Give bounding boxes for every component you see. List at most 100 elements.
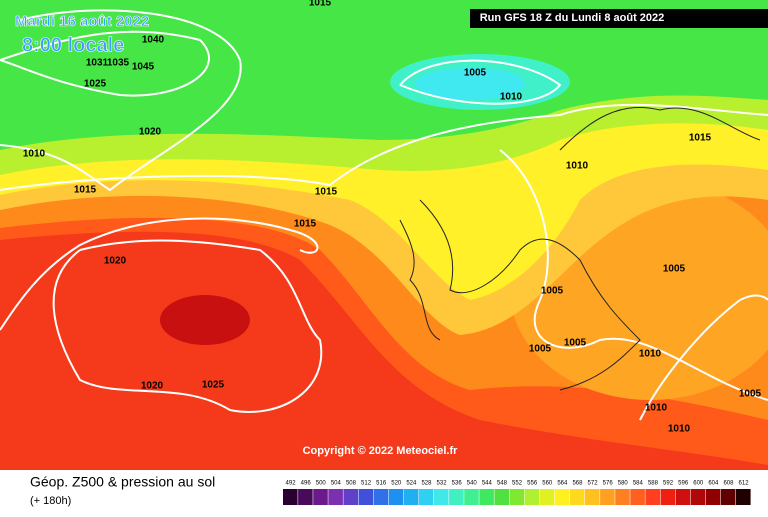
legend-swatch: [524, 489, 540, 505]
isobar-label: 1005: [739, 389, 762, 400]
legend-label: 604: [708, 481, 719, 487]
isobar-label: 1005: [464, 68, 487, 79]
isobar-label: 1010: [566, 161, 589, 172]
legend-label: 516: [376, 481, 387, 487]
field-cyan-core: [415, 68, 525, 100]
date: Mardi 16 août 2022: [15, 13, 149, 30]
isobar-label: 1010: [645, 403, 668, 414]
legend-swatch: [464, 489, 479, 505]
run-info: Run GFS 18 Z du Lundi 8 août 2022: [480, 12, 665, 24]
isobar: [0, 217, 319, 331]
isobar-label: 1010: [668, 424, 691, 435]
isobar: [399, 59, 562, 105]
legend-label: 588: [648, 481, 659, 487]
isobar-label: 1005: [529, 344, 552, 355]
legend-label: 532: [437, 481, 448, 487]
isobar-label: 1015: [74, 185, 97, 196]
isobar-label: 1010: [23, 149, 46, 160]
isobar-label: 1020: [139, 127, 162, 138]
legend-label: 544: [482, 481, 493, 487]
legend: 492 496 500 504 508 512 516 520 524 528 532 536 540 5…: [283, 481, 751, 505]
isobar-label: 1025: [84, 79, 107, 90]
legend-label: 492: [286, 481, 297, 487]
isobar: [52, 239, 323, 413]
local-time: 8:00 locale: [22, 34, 124, 56]
legend-swatch: [615, 489, 630, 505]
footer-lead: (+ 180h): [30, 495, 71, 507]
isobar-label: 1040: [142, 35, 165, 46]
isobar-label: 1005: [541, 286, 564, 297]
legend-label: 568: [572, 481, 583, 487]
legend-swatch: [585, 489, 600, 505]
legend-label: 552: [512, 481, 523, 487]
isobar: [0, 103, 768, 191]
legend-swatch: [313, 489, 328, 505]
legend-swatch: [539, 489, 555, 505]
legend-swatch: [298, 489, 313, 505]
footer-title: Géop. Z500 & pression au sol: [30, 474, 215, 490]
legend-label: 600: [693, 481, 704, 487]
legend-swatch: [403, 489, 419, 505]
legend-label: 496: [301, 481, 312, 487]
isobar-label: 1005: [663, 264, 686, 275]
legend-swatch: [479, 489, 494, 505]
legend-label: 576: [603, 481, 614, 487]
legend-swatch: [509, 489, 525, 505]
isobar-label: 1035: [107, 58, 130, 69]
legend-swatch: [645, 489, 660, 505]
legend-label: 584: [633, 481, 644, 487]
legend-swatch: [554, 489, 570, 505]
legend-swatch: [328, 489, 343, 505]
isobar-label: 1010: [500, 92, 523, 103]
legend-swatch: [630, 489, 645, 505]
isobar-label: 1015: [294, 219, 317, 230]
legend-swatch: [494, 489, 509, 505]
legend-swatch: [675, 489, 691, 505]
isobar: [0, 9, 242, 192]
isobars: [0, 9, 768, 421]
legend-label: 608: [723, 481, 734, 487]
isobar: [499, 149, 768, 401]
legend-label: 540: [467, 481, 478, 487]
legend-swatch: [373, 489, 389, 505]
isobar-label: 1015: [309, 0, 332, 9]
run-box: [470, 9, 768, 28]
legend-label: 536: [452, 481, 463, 487]
legend-label: 504: [331, 481, 342, 487]
legend-swatch: [283, 489, 298, 505]
isobar-label: 1015: [315, 187, 338, 198]
legend-label: 508: [346, 481, 357, 487]
legend-label: 520: [391, 481, 402, 487]
legend-label: 512: [361, 481, 372, 487]
legend-swatch: [569, 489, 585, 505]
legend-swatch: [720, 489, 736, 505]
legend-swatch: [600, 489, 615, 505]
legend-swatch: [388, 489, 404, 505]
legend-swatch: [660, 489, 676, 505]
legend-swatch: [343, 489, 358, 505]
legend-label: 572: [588, 481, 599, 487]
isobar-label: 1031: [86, 58, 109, 69]
legend-swatch: [434, 489, 449, 505]
legend-label: 560: [542, 481, 553, 487]
legend-label: 580: [618, 481, 629, 487]
legend-swatch: [418, 489, 434, 505]
legend-label: 528: [421, 481, 432, 487]
legend-label: 548: [497, 481, 508, 487]
isobar-label: 1005: [564, 338, 587, 349]
legend-swatch: [358, 489, 374, 505]
field-high: [160, 295, 250, 345]
isobar-label: 1010: [639, 349, 662, 360]
legend-label: 556: [527, 481, 538, 487]
isobar: [0, 30, 210, 97]
legend-swatch: [705, 489, 721, 505]
legend-label: 612: [739, 481, 750, 487]
coast: [559, 106, 761, 151]
legend-label: 500: [316, 481, 327, 487]
legend-swatch: [690, 489, 706, 505]
isobar-label: 1025: [202, 380, 225, 391]
legend-label: 564: [557, 481, 568, 487]
